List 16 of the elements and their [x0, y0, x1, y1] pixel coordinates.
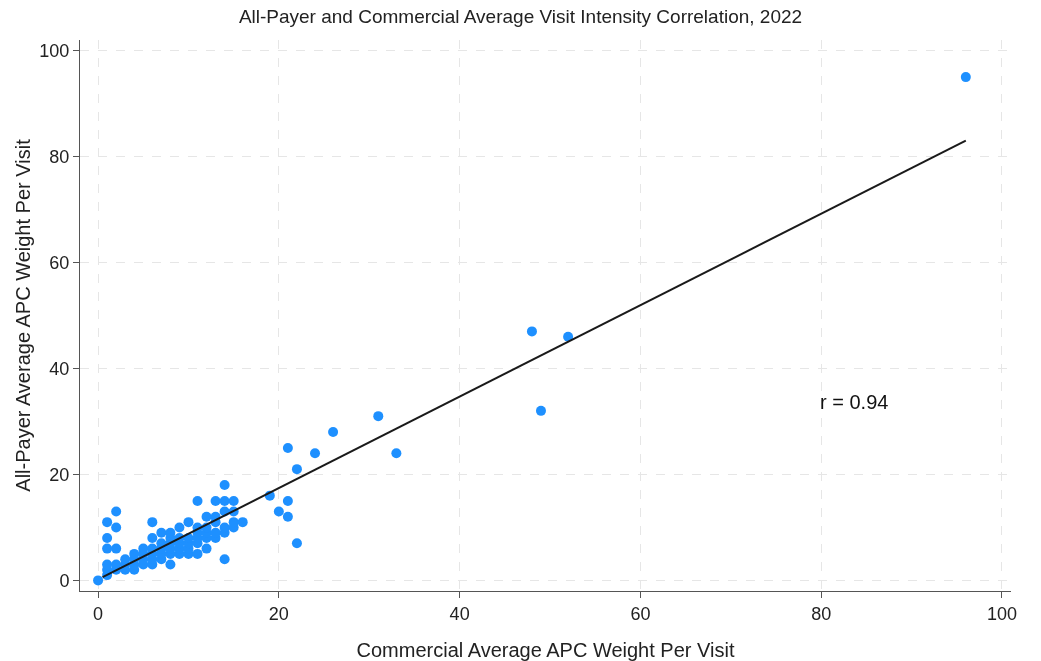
x-tick-label: 40 [449, 603, 470, 624]
chart-title: All-Payer and Commercial Average Visit Intensity Correlation, 2022 [238, 6, 803, 28]
y-tick-label: 0 [59, 570, 70, 591]
x-tick-label: 60 [630, 603, 651, 624]
x-axis-title: Commercial Average APC Weight Per Visit [356, 639, 735, 661]
x-tick-label: 20 [268, 603, 289, 624]
x-tick-label: 0 [93, 603, 104, 624]
y-tick-label: 40 [49, 358, 70, 379]
y-tick-label: 20 [49, 464, 70, 485]
x-tick-label: 100 [986, 603, 1017, 624]
annotation: r = 0.94 [820, 391, 889, 413]
y-axis-title: All-Payer Average APC Weight Per Visit [12, 138, 34, 492]
y-tick-label: 80 [49, 146, 70, 167]
x-tick-label: 80 [811, 603, 832, 624]
y-tick-label: 100 [39, 40, 70, 61]
y-tick-label: 60 [49, 252, 70, 273]
